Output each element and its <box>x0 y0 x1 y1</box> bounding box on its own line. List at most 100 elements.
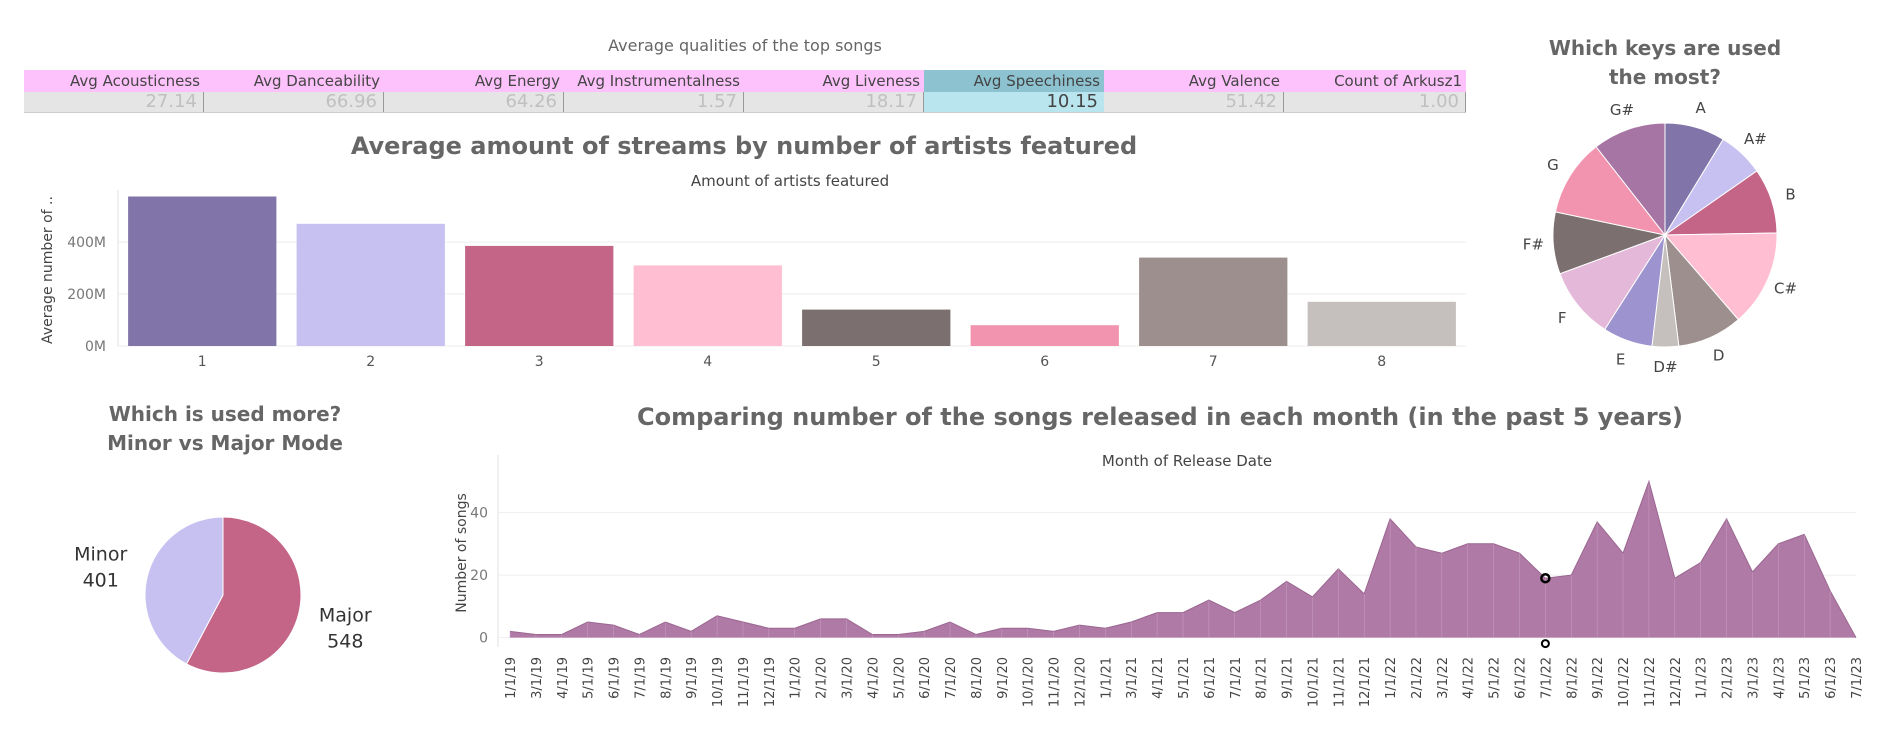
qualities-value-cell: 66.96 <box>204 92 384 112</box>
key-slice-label: A <box>1696 99 1707 117</box>
keys-title: Which keys are used the most? <box>1535 34 1795 92</box>
area-x-tick-label: 8/1/19 <box>659 657 674 699</box>
key-slice-label: G# <box>1610 101 1634 119</box>
area-x-tick-label: 9/1/19 <box>685 657 700 699</box>
area-x-tick-label: 7/1/20 <box>944 657 959 699</box>
area-x-axis-label: Month of Release Date <box>1102 452 1272 470</box>
key-slice-label: D# <box>1653 358 1677 376</box>
mode-title: Which is used more? Minor vs Major Mode <box>100 400 350 458</box>
mode-slice-label: Minor <box>74 544 127 566</box>
bar-y-tick-label: 0M <box>85 339 106 355</box>
bar-y-tick-label: 400M <box>67 235 106 251</box>
mode-slice-value: 401 <box>83 570 119 592</box>
area-x-tick-label: 3/1/19 <box>530 657 545 699</box>
area-x-tick-label: 7/1/23 <box>1850 657 1865 699</box>
bar-x-tick-label: 5 <box>872 354 881 370</box>
area-x-tick-label: 3/1/22 <box>1436 657 1451 699</box>
area-x-tick-label: 1/1/20 <box>789 657 804 699</box>
area-highlight-point <box>1540 572 1551 584</box>
area-line <box>509 479 1857 638</box>
bar-x-tick-label: 2 <box>366 354 375 370</box>
pie-slice <box>1554 146 1667 236</box>
area-x-tick-label: 7/1/22 <box>1539 657 1554 699</box>
bar-x-axis-label: Amount of artists featured <box>691 172 889 190</box>
key-slice-label: G <box>1547 156 1559 174</box>
area-x-tick-label: 10/1/20 <box>1022 657 1037 707</box>
area-x-tick-label: 10/1/22 <box>1617 657 1632 707</box>
qualities-header-cell: Avg Instrumentalness <box>564 70 744 92</box>
qualities-header-cell: Avg Energy <box>384 70 564 92</box>
pie-slice <box>185 516 302 674</box>
qualities-header-cell: Avg Acousticness <box>24 70 204 92</box>
area-x-tick-label: 12/1/21 <box>1358 657 1373 707</box>
bar-y-tick-label: 200M <box>67 287 106 303</box>
area-x-tick-label: 4/1/22 <box>1462 657 1477 699</box>
monthly-area-chart: Month of Release Date Number of songs 0 20 4… <box>454 452 1865 707</box>
bar-x-tick-label: 4 <box>703 354 712 370</box>
qualities-header-cell: Avg Speechiness <box>924 70 1104 92</box>
pie-slice <box>1595 122 1666 237</box>
bar <box>296 223 445 346</box>
bar <box>970 325 1119 346</box>
keys-title-line1: Which keys are used <box>1548 36 1782 60</box>
pie-slice <box>1663 232 1778 321</box>
bar-y-axis-label: Average number of .. <box>40 196 56 344</box>
bar <box>1307 301 1456 346</box>
area-x-tick-label: 9/1/22 <box>1591 657 1606 699</box>
mode-pie-chart: Major 548 Minor 401 <box>74 516 372 674</box>
qualities-value-cell: 1.57 <box>564 92 744 112</box>
area-y-axis-label: Number of songs <box>454 493 470 613</box>
keys-title-line2: the most? <box>1609 65 1721 89</box>
key-slice-label: C# <box>1774 280 1797 298</box>
area-x-tick-label: 5/1/21 <box>1177 657 1192 699</box>
area-x-tick-label: 11/1/21 <box>1332 657 1347 707</box>
bar-x-tick-label: 6 <box>1040 354 1049 370</box>
streams-chart-title: Average amount of streams by number of a… <box>350 132 1138 160</box>
area-x-tick-label: 6/1/22 <box>1514 657 1529 699</box>
qualities-header-cell: Count of Arkusz1 <box>1284 70 1466 92</box>
key-slice-label: D <box>1713 347 1725 365</box>
bar <box>465 245 614 346</box>
area-x-tick-label: 5/1/19 <box>582 657 597 699</box>
qualities-value-cell: 18.17 <box>744 92 924 112</box>
qualities-value-cell: 64.26 <box>384 92 564 112</box>
area-x-tick-label: 6/1/20 <box>918 657 933 699</box>
streams-bar-chart: Amount of artists featured Average number… <box>40 172 1466 370</box>
bar-x-tick-label: 1 <box>198 354 207 370</box>
mode-slice-label: Major <box>319 604 372 626</box>
qualities-value-cell: 10.15 <box>924 92 1104 112</box>
mode-title-line2: Minor vs Major Mode <box>107 431 343 455</box>
area-x-tick-label: 6/1/19 <box>608 657 623 699</box>
bar <box>128 196 277 346</box>
qualities-header-cell: Avg Danceability <box>204 70 384 92</box>
area-x-tick-label: 3/1/23 <box>1746 657 1761 699</box>
area-x-tick-label: 4/1/20 <box>866 657 881 699</box>
area-x-tick-label: 4/1/23 <box>1772 657 1787 699</box>
area-x-tick-label: 1/1/22 <box>1384 657 1399 699</box>
qualities-value-cell: 27.14 <box>24 92 204 112</box>
area-x-tick-label: 11/1/20 <box>1048 657 1063 707</box>
bar <box>802 309 951 346</box>
area-x-tick-label: 12/1/20 <box>1073 657 1088 707</box>
area-x-tick-label: 12/1/19 <box>763 657 778 707</box>
area-x-tick-label: 4/1/19 <box>556 657 571 699</box>
qualities-value-cell: 51.42 <box>1104 92 1284 112</box>
qualities-header-cell: Avg Liveness <box>744 70 924 92</box>
area-highlight-marker <box>1540 639 1550 649</box>
area-x-tick-label: 1/1/23 <box>1695 657 1710 699</box>
area-x-tick-label: 2/1/20 <box>815 657 830 699</box>
key-slice-label: B <box>1785 185 1795 203</box>
area-x-tick-label: 10/1/19 <box>711 657 726 707</box>
key-slice-label: F# <box>1523 236 1544 254</box>
key-slice-label: E <box>1616 350 1625 368</box>
area-x-tick-label: 12/1/22 <box>1669 657 1684 707</box>
area-y-tick-label: 0 <box>479 631 488 647</box>
area-x-tick-label: 7/1/21 <box>1229 657 1244 699</box>
bar-x-tick-label: 8 <box>1377 354 1386 370</box>
area-x-tick-label: 5/1/20 <box>892 657 907 699</box>
qualities-value-row: 27.14 66.96 64.26 1.57 18.17 10.15 51.42 1.00 <box>24 92 1466 113</box>
monthly-chart-title: Comparing number of the songs released i… <box>637 403 1683 431</box>
area-x-tick-label: 2/1/23 <box>1721 657 1736 699</box>
area-x-tick-label: 8/1/21 <box>1255 657 1270 699</box>
area-x-tick-label: 3/1/21 <box>1125 657 1140 699</box>
